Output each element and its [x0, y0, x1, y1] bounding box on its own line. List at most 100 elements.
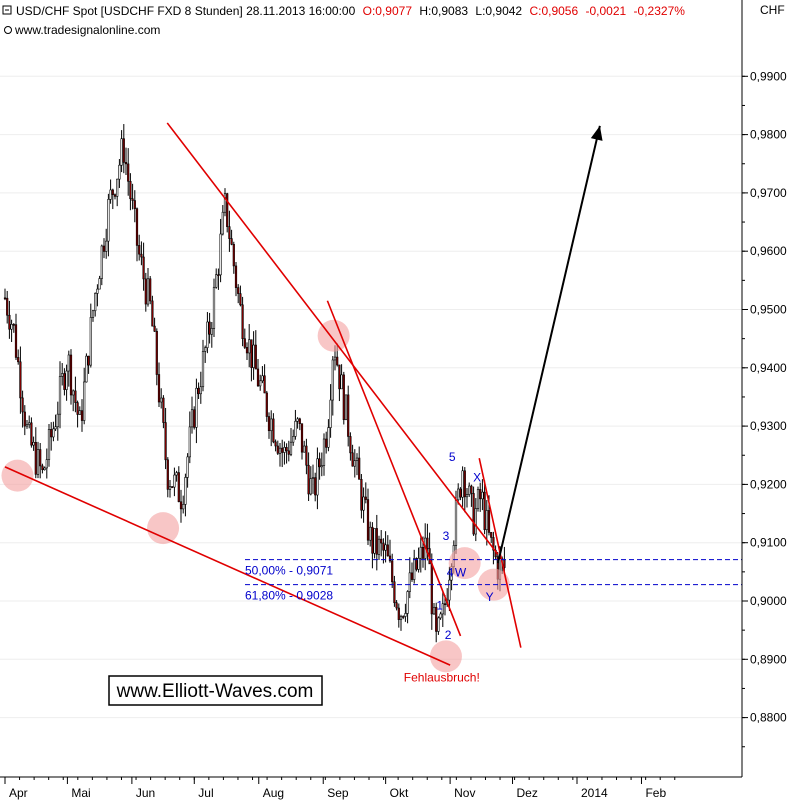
candle-body: [369, 526, 372, 541]
candle-body: [386, 544, 389, 557]
candle-body: [160, 397, 163, 403]
candle-body: [177, 472, 180, 503]
candle-body: [142, 256, 145, 280]
candle-body: [221, 211, 224, 235]
candle-body: [364, 496, 367, 500]
candle-body: [314, 477, 317, 496]
candle-body: [479, 489, 482, 500]
y-tick-label: 0,9300: [750, 419, 787, 433]
candle-body: [149, 278, 152, 302]
candle-body: [89, 317, 92, 366]
wave-label-layer: 1 2 3 4 5 W X Y Fehlausbruch!: [404, 450, 494, 684]
candle-body: [109, 189, 112, 200]
y-tick-label: 0,9900: [750, 69, 787, 83]
candle-body: [366, 499, 370, 541]
trendline-layer: [4, 122, 522, 666]
candle-body: [406, 591, 409, 614]
header-title: USD/CHF Spot [USDCHF FXD 8 Stunden] 28.1…: [16, 4, 356, 18]
watermark-box: www.Elliott-Waves.com: [108, 675, 323, 706]
candle-body: [162, 397, 165, 423]
candle-body: [439, 613, 442, 619]
header-low: L:0,9042: [475, 4, 522, 18]
trendline-upper-resistance: [166, 122, 499, 555]
x-tick-label: Jul: [198, 786, 213, 800]
candle-body: [83, 381, 86, 421]
candle-body: [283, 447, 286, 453]
header-high: H:0,9083: [419, 4, 468, 18]
candle-body: [325, 438, 328, 448]
candle-body: [36, 449, 40, 475]
candle-body: [184, 477, 187, 505]
candle-body: [294, 420, 297, 437]
candle-body: [127, 163, 130, 182]
candle-body: [113, 194, 117, 197]
candle-body: [248, 339, 251, 354]
candle-body: [270, 418, 273, 432]
header-change: -0,0021: [586, 4, 627, 18]
chart-menu-icon[interactable]: [2, 5, 12, 15]
candle-body: [85, 355, 88, 383]
candle-body: [329, 399, 332, 428]
candle-body: [483, 491, 486, 530]
candle-body: [391, 560, 394, 583]
candle-body: [322, 438, 326, 466]
candle-body: [111, 189, 114, 195]
candle-body: [461, 470, 464, 498]
trendline-lower-support: [4, 466, 451, 666]
candle-body: [69, 354, 73, 396]
candle-body: [448, 579, 451, 601]
candle-body: [397, 607, 400, 620]
y-tick-label: 0,9600: [750, 244, 787, 258]
candle-body: [353, 460, 356, 467]
candle-body: [437, 617, 440, 632]
candle-body: [65, 370, 68, 390]
projection-arrow-head: [590, 125, 603, 141]
candle-body: [435, 606, 438, 632]
highlight-layer: [1, 319, 510, 673]
grid-layer: [0, 75, 742, 719]
candle-body: [375, 528, 378, 555]
candle-body: [338, 364, 341, 390]
candle-body: [298, 418, 301, 424]
candle-body: [349, 436, 352, 454]
candle-body: [215, 274, 218, 288]
candle-body: [481, 491, 484, 500]
candle-body: [129, 180, 132, 200]
candle-body: [463, 470, 466, 498]
candle-body: [120, 138, 123, 166]
candle-body: [100, 245, 103, 279]
y-tick-label: 0,8800: [750, 711, 787, 725]
fib-label: 61,80% - 0,9028: [245, 589, 333, 603]
trendline-steep-line-1: [326, 300, 462, 637]
candle-body: [492, 537, 495, 551]
fib-layer: 50,00% - 0,9071 61,80% - 0,9028: [245, 559, 742, 603]
candle-body: [193, 409, 196, 428]
candle-body: [373, 528, 376, 554]
wave-label-Y: Y: [486, 590, 494, 604]
candle-body: [144, 278, 147, 305]
header-text: USD/CHF Spot [USDCHF FXD 8 Stunden] 28.1…: [16, 4, 685, 18]
candle-body: [171, 486, 174, 488]
candle-body: [19, 361, 22, 399]
fib-label: 50,00% - 0,9071: [245, 564, 333, 578]
candle-body: [39, 449, 42, 467]
candle-body: [204, 347, 207, 352]
candle-body: [47, 428, 51, 460]
candle-body: [14, 324, 18, 358]
candle-body: [21, 397, 24, 413]
candle-body: [30, 422, 33, 446]
y-tick-label: 0,9500: [750, 303, 787, 317]
candle-body: [454, 499, 458, 546]
candle-body: [78, 410, 81, 415]
header-svg: USD/CHF Spot [USDCHF FXD 8 Stunden] 28.1…: [2, 4, 685, 37]
y-tick-label: 0,9200: [750, 477, 787, 491]
candle-body: [239, 293, 242, 306]
candle-body: [443, 603, 447, 606]
candle-body: [43, 467, 46, 471]
candle-body: [76, 402, 79, 415]
x-tick-label: Mai: [71, 786, 90, 800]
candle-body: [419, 546, 422, 559]
candle-body: [336, 356, 339, 366]
candle-body: [276, 445, 279, 454]
candle-body: [333, 356, 337, 361]
